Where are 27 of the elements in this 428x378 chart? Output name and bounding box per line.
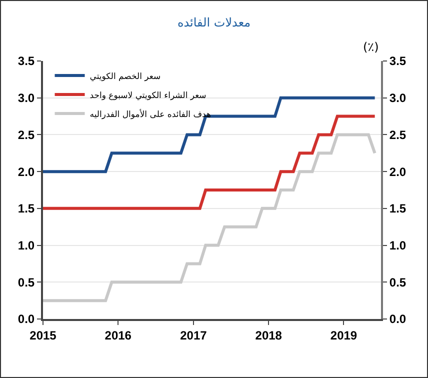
y2-tick-label: 2.0 <box>389 164 406 179</box>
y-tick-label: 2.0 <box>18 164 35 179</box>
y-tick-label: 3.0 <box>18 91 35 106</box>
y-tick-label: 0.0 <box>18 312 35 326</box>
y2-tick-label: 1.5 <box>389 202 406 216</box>
y-tick-label: 3.5 <box>18 54 35 68</box>
y2-axis-title: (٪) <box>363 40 379 54</box>
y-tick-label: 1.0 <box>18 238 35 252</box>
y2-tick-label: 3.5 <box>389 54 406 68</box>
y2-tick-label: 2.5 <box>389 128 406 142</box>
y2-tick-label: 1.0 <box>389 238 406 252</box>
line-series <box>43 133 376 302</box>
y2-tick-label: 3.0 <box>389 91 406 106</box>
y-tick-label: 0.5 <box>18 275 35 290</box>
y-tick-label: 1.5 <box>18 202 35 216</box>
legend-label: سعر الشراء الكويتي لاسبوع واحد <box>90 90 206 101</box>
x-tick-label: 2017 <box>180 328 208 342</box>
y2-tick-label: 0.5 <box>389 275 406 290</box>
legend-label: سعر الخصم الكويتي <box>90 72 161 82</box>
y2-tick-label: 0.0 <box>389 312 406 326</box>
x-tick-label: 2015 <box>30 328 57 342</box>
x-tick-label: 2019 <box>330 328 358 342</box>
chart-title: معدلات الفائده <box>177 15 251 30</box>
x-tick-label: 2016 <box>104 328 132 342</box>
x-tick-label: 2018 <box>255 328 282 342</box>
legend-label: هدف الفائده على الأموال الفدراليه <box>90 108 212 120</box>
y-tick-label: 2.5 <box>18 128 35 142</box>
